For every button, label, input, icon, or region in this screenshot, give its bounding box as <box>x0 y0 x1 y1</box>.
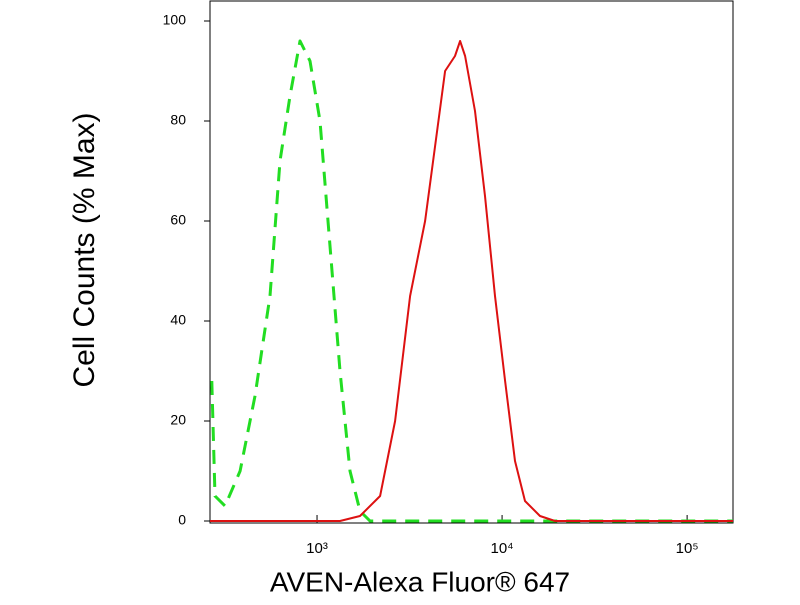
histogram-line <box>210 39 733 523</box>
y-tick-label: 60 <box>170 212 186 228</box>
y-tick-label: 80 <box>170 112 186 128</box>
y-tick-label: 20 <box>170 412 186 428</box>
x-tick-label: 10³ <box>306 540 328 557</box>
y-tick-label: 100 <box>163 12 187 28</box>
y-tick-label: 40 <box>170 312 186 328</box>
x-tick-label: 10⁴ <box>491 540 514 557</box>
x-axis-label: AVEN-Alexa Fluor® 647 <box>270 566 570 597</box>
x-tick-label: 10⁵ <box>676 540 699 557</box>
y-axis-label: Cell Counts (% Max) <box>68 112 101 387</box>
histogram-line <box>210 40 733 522</box>
y-tick-label: 0 <box>178 512 186 528</box>
plot-frame <box>209 0 734 524</box>
